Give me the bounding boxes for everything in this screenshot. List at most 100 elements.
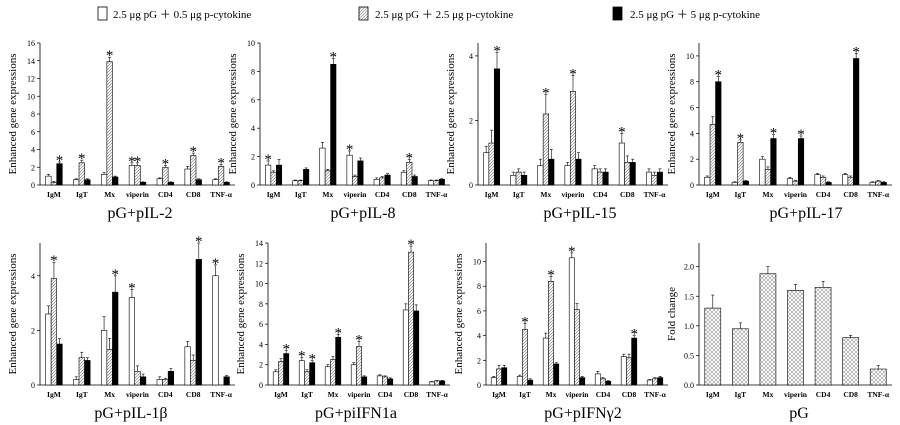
y-tick-label: 2: [31, 326, 35, 335]
bar: [270, 171, 277, 186]
category-label: TNF-α: [426, 190, 448, 199]
bar: [212, 179, 219, 186]
y-axis-label: Enhanced gene expressions: [453, 254, 465, 375]
significance-marker: *: [618, 124, 626, 140]
category-label: Mx: [546, 390, 557, 399]
bar: [493, 68, 501, 186]
bar: [602, 171, 609, 186]
panel-title: pG: [789, 405, 809, 422]
category-label: viperin: [562, 190, 586, 199]
category-label: CD8: [186, 190, 201, 199]
bar: [715, 81, 722, 186]
legend: 2.5 μg pG ＋ 0.5 μg p-cytokine 2.5 μg pG …: [97, 6, 760, 21]
y-axis-label: Enhanced gene expressions: [666, 54, 678, 175]
bar: [510, 175, 517, 186]
bar: [100, 330, 108, 386]
legend-label: 2.5 μg pG ＋ 2.5 μg p-cytokine: [375, 9, 513, 21]
significance-marker: *: [542, 86, 550, 102]
legend-label: 2.5 μg pG ＋ 5 μg p-cytokine: [630, 9, 760, 21]
category-label: TNF-α: [426, 390, 448, 399]
bar: [167, 371, 175, 386]
significance-marker: *: [737, 131, 745, 147]
significance-marker: *: [547, 267, 555, 283]
bar: [324, 366, 331, 386]
bar: [265, 164, 272, 186]
category-label: TNF-α: [644, 190, 666, 199]
bar: [400, 171, 407, 186]
y-tick-label: 4: [251, 124, 255, 133]
bar: [624, 162, 631, 186]
bar: [438, 179, 445, 186]
bar: [869, 368, 887, 386]
significance-marker: *: [78, 151, 86, 167]
bar: [50, 278, 58, 386]
bar: [361, 376, 368, 386]
category-label: CD8: [402, 190, 417, 199]
bar: [411, 176, 418, 186]
y-tick-label: 2: [469, 116, 473, 125]
bar: [814, 287, 832, 386]
bar: [292, 180, 299, 186]
bar: [645, 171, 653, 186]
bar: [223, 182, 230, 186]
y-tick-label: 6: [690, 104, 694, 113]
category-label: CD8: [843, 190, 858, 199]
bar: [483, 152, 490, 186]
bar: [629, 162, 636, 186]
bar: [759, 158, 766, 186]
y-tick-label: 8: [31, 110, 35, 119]
significance-marker: *: [308, 352, 316, 368]
y-tick-label: 10: [255, 280, 263, 289]
significance-marker: *: [56, 153, 64, 169]
bar: [770, 138, 777, 186]
bar: [162, 379, 169, 386]
category-label: viperin: [348, 390, 372, 399]
y-tick-label: 4: [259, 340, 263, 349]
bar: [330, 359, 336, 386]
bar: [134, 371, 141, 386]
y-tick-label: 6: [251, 96, 255, 105]
bar: [542, 337, 549, 386]
bar: [330, 64, 337, 186]
bar: [814, 174, 821, 186]
chart-panel-pIL-15: 0 2 4 Enhanced gene expressions IgM * IgT Mx * vi…: [445, 43, 668, 199]
category-label: TNF-α: [210, 190, 232, 199]
bar: [704, 307, 722, 386]
y-tick-label: 4: [690, 129, 694, 138]
y-axis-label: Enhanced gene expressions: [7, 54, 19, 175]
bar: [620, 356, 627, 386]
bar: [283, 353, 290, 386]
significance-marker: *: [212, 256, 220, 272]
bar: [548, 158, 555, 186]
bar: [56, 343, 63, 386]
significance-marker: *: [770, 126, 778, 142]
bar: [78, 357, 85, 386]
bar: [568, 257, 575, 386]
category-label: TNF-α: [867, 390, 889, 399]
y-tick-label: 10: [686, 52, 694, 61]
category-label: IgT: [76, 190, 88, 199]
y-tick-label: 6: [259, 320, 263, 329]
bar: [522, 329, 528, 386]
y-tick-label: 8: [690, 78, 694, 87]
legend-swatch-white: [97, 6, 108, 21]
bar: [516, 376, 523, 386]
y-tick-label: 0: [31, 381, 35, 390]
category-label: IgT: [76, 390, 88, 399]
y-tick-label: 0: [31, 181, 35, 190]
y-tick-label: 0: [259, 381, 263, 390]
bar: [732, 328, 749, 386]
bar: [787, 290, 804, 386]
category-label: Mx: [104, 390, 115, 399]
significance-marker: *: [493, 44, 501, 60]
bar: [764, 169, 771, 186]
category-label: CD4: [593, 190, 608, 199]
bar: [605, 380, 612, 386]
y-tick-label: 2.0: [684, 263, 694, 272]
category-label: CD8: [620, 190, 635, 199]
category-label: viperin: [126, 190, 150, 199]
bar: [190, 155, 197, 186]
bar: [553, 363, 560, 386]
bar: [50, 182, 58, 186]
bar: [106, 349, 113, 386]
